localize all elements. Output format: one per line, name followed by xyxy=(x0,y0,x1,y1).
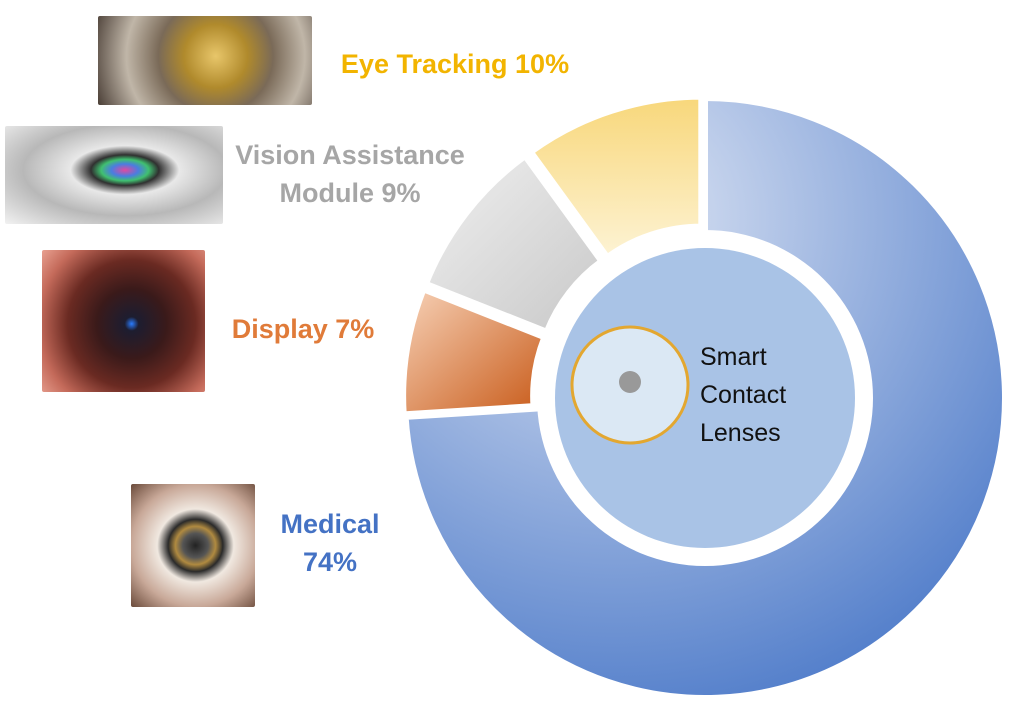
segment xyxy=(421,151,606,336)
photo-eye-tracking xyxy=(98,16,312,105)
value-label: 74% xyxy=(302,547,358,577)
data-label: Vision Assistance Module 9% xyxy=(225,136,475,212)
value-label: 7% xyxy=(335,314,375,344)
value-label: 10% xyxy=(515,49,570,79)
photo-medical xyxy=(131,484,255,607)
segment xyxy=(526,93,705,262)
value-label: 9% xyxy=(381,178,421,208)
data-label: Display 7% xyxy=(218,310,388,348)
category-name: Vision Assistance Module xyxy=(235,140,465,208)
center-disk xyxy=(555,248,855,548)
photo-vision xyxy=(5,126,223,224)
photo-display xyxy=(42,250,205,392)
center-label: Smart Contact Lenses xyxy=(700,343,787,447)
category-name: Display xyxy=(231,314,328,344)
category-name: Eye Tracking xyxy=(340,49,508,79)
data-label: Eye Tracking 10% xyxy=(325,45,585,83)
lens-center xyxy=(619,371,641,393)
segment xyxy=(400,285,549,418)
data-label: Medical 74% xyxy=(270,505,390,581)
category-name: Medical xyxy=(280,509,380,539)
